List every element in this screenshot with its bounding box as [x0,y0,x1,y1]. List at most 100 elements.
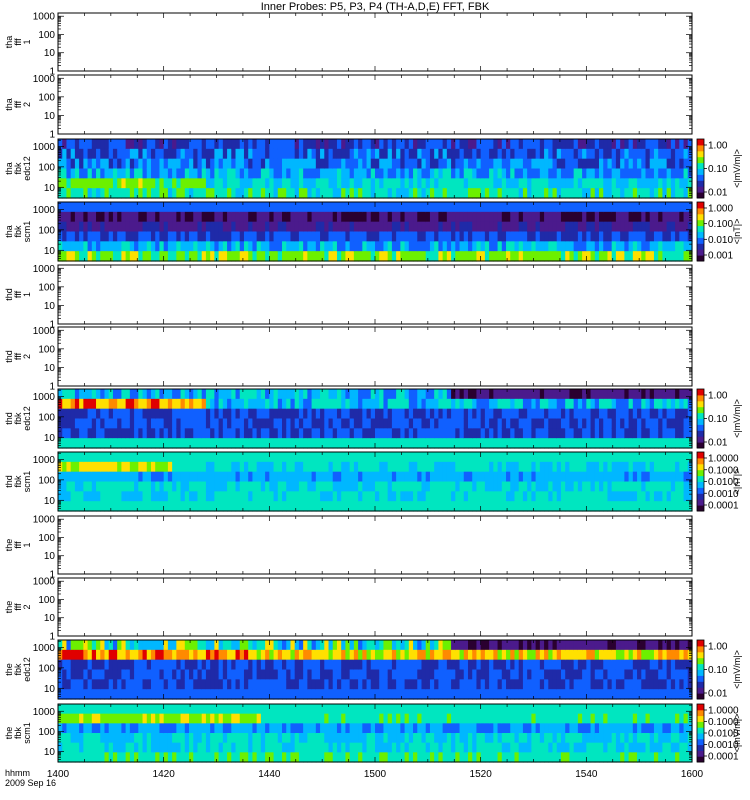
heatmap-cell [577,241,583,252]
heatmap-cell [459,471,465,483]
heatmap-cell [603,251,609,262]
heatmap-cell [484,139,490,150]
heatmap-cell [307,491,313,502]
heatmap-cell [70,148,76,160]
heatmap-cell [222,221,228,233]
heatmap-cell [645,491,651,502]
heatmap-cell [256,211,262,223]
heatmap-cell [74,188,80,199]
heatmap-cell [683,471,689,483]
heatmap-cell [603,241,609,252]
heatmap-cell [159,389,165,400]
heatmap-cell [243,188,249,199]
heatmap-cell [522,168,528,179]
heatmap-cell [155,452,161,463]
heatmap-cell [548,251,554,262]
heatmap-cell [265,428,270,439]
heatmap-cell [273,398,279,410]
heatmap-cell [201,221,207,233]
heatmap-cell [320,251,325,262]
heatmap-cell [197,418,203,429]
heatmap-cell [104,202,110,213]
heatmap-cell [100,241,106,252]
heatmap-cell [421,461,427,473]
heatmap-cell [472,211,478,223]
heatmap-cell [417,418,423,429]
heatmap-cell [265,481,270,492]
heatmap-cell [218,178,224,189]
heatmap-cell [611,438,617,449]
heatmap-cell [62,158,68,170]
heatmap-cell [150,221,156,233]
heatmap-cell [273,188,279,199]
heatmap-cell [649,202,655,213]
heatmap-cell [501,418,507,429]
heatmap-cell [582,211,587,223]
heatmap-cell [522,148,528,160]
heatmap-cell [197,251,203,262]
heatmap-cell [451,398,456,410]
heatmap-cell [391,211,397,223]
heatmap-cell [366,231,372,242]
heatmap-cell [413,241,418,252]
heatmap-cell [641,501,647,512]
heatmap-cell [607,231,613,242]
heatmap-cell [91,471,97,483]
heatmap-cell [87,251,93,262]
heatmap-cell [404,188,410,199]
heatmap-cell [142,428,148,439]
heatmap-cell [425,491,431,502]
y-label-tha-fff1: tha fff 1 [4,36,32,49]
heatmap-cell [641,471,647,483]
heatmap-cell [205,158,211,170]
heatmap-cell [256,481,262,492]
heatmap-cell [150,139,156,150]
heatmap-cell [311,491,317,502]
heatmap-cell [273,221,279,233]
heatmap-cell [425,188,431,199]
heatmap-cell [594,408,600,420]
heatmap-cell [176,188,182,199]
heatmap-cell [163,408,169,420]
heatmap-cell [497,452,503,463]
heatmap-cell [413,139,418,150]
heatmap-cell [227,428,232,439]
heatmap-cell [159,178,165,189]
heatmap-cell [569,398,575,410]
heatmap-cell [556,251,562,262]
heatmap-cell [311,178,317,189]
heatmap-cell [362,211,368,223]
heatmap-cell [138,438,144,449]
heatmap-cell [62,211,68,223]
heatmap-cell [472,428,478,439]
heatmap-cell [527,471,532,483]
heatmap-cell [434,461,439,473]
heatmap-cell [239,168,245,179]
heatmap-cell [256,491,262,502]
heatmap-cell [687,241,693,252]
heatmap-cell [265,398,270,410]
heatmap-cell [573,428,579,439]
heatmap-cell [252,178,258,189]
heatmap-cell [189,168,194,179]
heatmap-cell [134,158,139,170]
heatmap-cell [260,148,266,160]
heatmap-cell [675,408,680,420]
heatmap-cell [155,640,161,651]
heatmap-cell [286,471,292,483]
heatmap-cell [282,438,287,449]
colorbar-tick-label: 0.001 [708,251,733,262]
heatmap-cell [594,221,600,233]
heatmap-cell [172,501,177,512]
heatmap-cell [518,461,524,473]
heatmap-cell [670,188,676,199]
heatmap-cell [121,221,127,233]
heatmap-cell [96,640,101,651]
heatmap-cell [108,168,114,179]
heatmap-cell [527,461,532,473]
heatmap-cell [582,178,587,189]
heatmap-cell [83,659,89,671]
heatmap-cell [58,202,63,213]
colorbar-segment [697,231,704,238]
